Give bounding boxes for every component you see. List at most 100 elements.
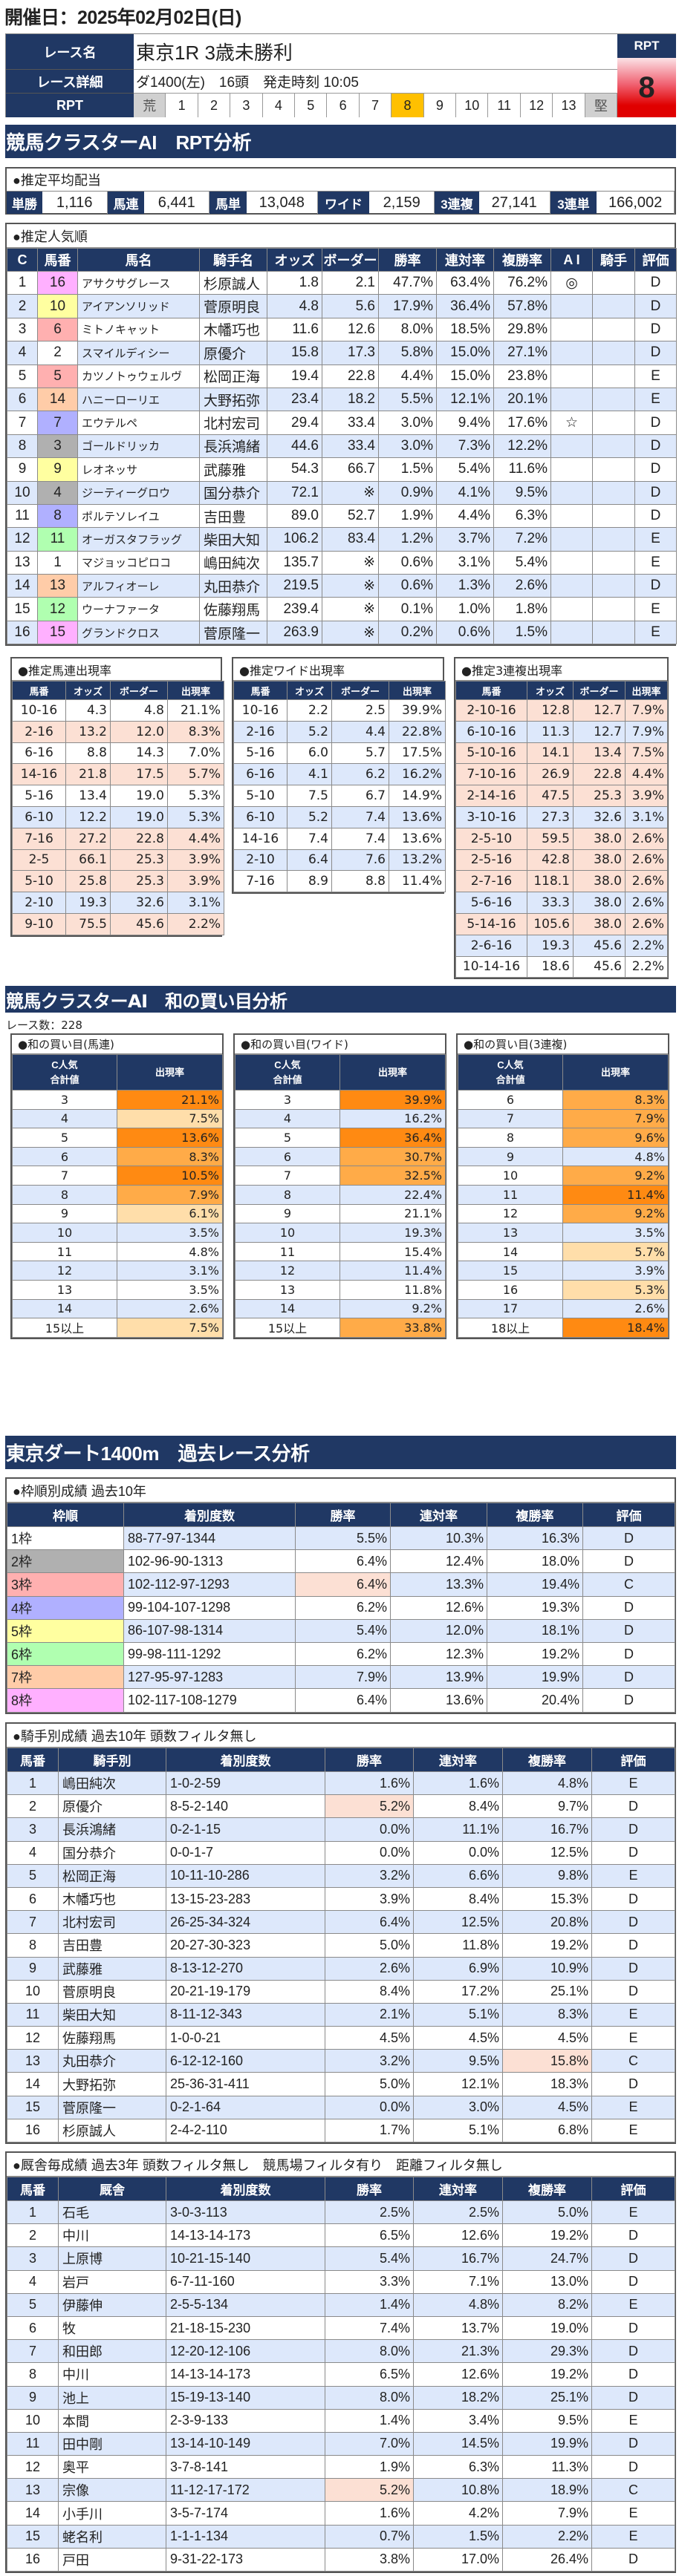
buy-row[interactable]: 14 9.2% — [235, 1298, 446, 1319]
estimate-row[interactable]: 7-16 27.2 22.8 4.4% — [12, 827, 224, 850]
trainer_stats-row[interactable]: 6 牧 21-18-15-230 7.4% 13.7% 19.0% D — [7, 2315, 675, 2341]
buy-row[interactable]: 6 8.3% — [458, 1090, 669, 1110]
jockey_stats-row[interactable]: 8 吉田豊 20-27-30-323 5.0% 11.8% 19.2% D — [7, 1933, 675, 1958]
estimate-row[interactable]: 5-10-16 14.1 13.4 7.5% — [455, 742, 668, 765]
estimate-row[interactable]: 2-7-16 118.1 38.0 2.6% — [455, 870, 668, 893]
buy-row[interactable]: 7 10.5% — [12, 1166, 223, 1186]
horse-row[interactable]: 14 13 アルフィオーレ 丸田恭介 219.5 ※ 0.6% 1.3% 2.6% D — [7, 574, 677, 598]
estimate-row[interactable]: 6-16 4.1 6.2 16.2% — [233, 763, 446, 786]
buy-row[interactable]: 17 2.6% — [458, 1298, 669, 1319]
buy-row[interactable]: 6 8.3% — [12, 1146, 223, 1167]
buy-row[interactable]: 9 4.8% — [458, 1146, 669, 1167]
buy-row[interactable]: 13 3.5% — [12, 1279, 223, 1300]
horse-row[interactable]: 3 6 ミトノキャット 木幡巧也 11.6 12.6 8.0% 18.5% 29.8% D — [7, 317, 677, 342]
estimate-row[interactable]: 14-16 7.4 7.4 13.6% — [233, 827, 446, 850]
jockey_stats-row[interactable]: 2 原優介 8-5-2-140 5.2% 8.4% 9.7% D — [7, 1794, 675, 1819]
estimate-row[interactable]: 10-16 2.2 2.5 39.9% — [233, 699, 446, 722]
frame_stats-row[interactable]: 5枠 86-107-98-1314 5.4% 12.0% 18.1% D — [7, 1618, 675, 1643]
frame_stats-row[interactable]: 7枠 127-95-97-1283 7.9% 13.9% 19.9% D — [7, 1665, 675, 1690]
estimate-row[interactable]: 2-10 6.4 7.6 13.2% — [233, 849, 446, 872]
estimate-row[interactable]: 5-6-16 33.3 38.0 2.6% — [455, 892, 668, 914]
horse-row[interactable]: 13 1 マジョッコピロコ 嶋田純次 135.7 ※ 0.6% 3.1% 5.4% E — [7, 550, 677, 575]
buy-row[interactable]: 4 7.5% — [12, 1108, 223, 1129]
trainer_stats-row[interactable]: 5 伊藤伸 2-5-5-134 1.4% 4.8% 8.2% E — [7, 2292, 675, 2317]
buy-row[interactable]: 15 3.9% — [458, 1261, 669, 1281]
horse-row[interactable]: 5 5 カツノトゥウェルヴ 松岡正海 19.4 22.8 4.4% 15.0% 23.8% E — [7, 364, 677, 388]
estimate-row[interactable]: 2-16 13.2 12.0 8.3% — [12, 720, 224, 743]
estimate-row[interactable]: 5-16 6.0 5.7 17.5% — [233, 742, 446, 765]
jockey_stats-row[interactable]: 15 菅原隆一 0-2-1-64 0.0% 3.0% 4.5% E — [7, 2095, 675, 2119]
horse-row[interactable]: 15 12 ウーナファータ 佐藤翔馬 239.4 ※ 0.1% 1.0% 1.8% E — [7, 597, 677, 621]
buy-row[interactable]: 5 36.4% — [235, 1128, 446, 1148]
buy-row[interactable]: 11 15.4% — [235, 1241, 446, 1262]
buy-row[interactable]: 16 5.3% — [458, 1279, 669, 1300]
buy-row[interactable]: 12 11.4% — [235, 1261, 446, 1281]
estimate-row[interactable]: 2-10-16 12.8 12.7 7.9% — [455, 699, 668, 722]
horse-row[interactable]: 11 8 ポルテソレイユ 吉田豊 89.0 52.7 1.9% 4.4% 6.3% D — [7, 503, 677, 529]
frame_stats-row[interactable]: 1枠 88-77-97-1344 5.5% 10.3% 16.3% D — [7, 1526, 675, 1551]
estimate-row[interactable]: 10-14-16 18.6 45.6 2.2% — [455, 955, 668, 978]
trainer_stats-row[interactable]: 16 戸田 9-31-22-173 3.8% 17.0% 26.4% D — [7, 2547, 675, 2572]
frame_stats-row[interactable]: 3枠 102-112-97-1293 6.4% 13.3% 19.4% C — [7, 1572, 675, 1597]
buy-row[interactable]: 10 3.5% — [12, 1223, 223, 1243]
estimate-row[interactable]: 5-16 13.4 19.0 5.3% — [12, 785, 224, 807]
estimate-row[interactable]: 5-10 25.8 25.3 3.9% — [12, 870, 224, 893]
buy-row[interactable]: 8 22.4% — [235, 1184, 446, 1205]
buy-row[interactable]: 15以上 7.5% — [12, 1318, 223, 1338]
estimate-row[interactable]: 9-10 75.5 45.6 2.2% — [12, 912, 224, 935]
estimate-row[interactable]: 5-10 7.5 6.7 14.9% — [233, 785, 446, 807]
buy-row[interactable]: 13 11.8% — [235, 1279, 446, 1300]
buy-row[interactable]: 7 7.9% — [458, 1108, 669, 1129]
buy-row[interactable]: 10 19.3% — [235, 1223, 446, 1243]
trainer_stats-row[interactable]: 13 宗像 11-12-17-172 5.2% 10.8% 18.9% C — [7, 2478, 675, 2503]
trainer_stats-row[interactable]: 10 本間 2-3-9-133 1.4% 3.4% 9.5% E — [7, 2408, 675, 2433]
estimate-row[interactable]: 6-10-16 11.3 12.7 7.9% — [455, 720, 668, 743]
jockey_stats-row[interactable]: 9 武藤雅 8-13-12-270 2.6% 6.9% 10.9% D — [7, 1956, 675, 1981]
estimate-row[interactable]: 6-10 5.2 7.4 13.6% — [233, 805, 446, 828]
estimate-row[interactable]: 2-14-16 47.5 25.3 3.9% — [455, 785, 668, 807]
trainer_stats-row[interactable]: 15 蛯名利 1-1-1-134 0.7% 1.5% 2.2% E — [7, 2524, 675, 2549]
jockey_stats-row[interactable]: 11 柴田大知 8-11-12-343 2.1% 5.1% 8.3% E — [7, 2002, 675, 2027]
horse-row[interactable]: 9 9 レオネッサ 武藤雅 54.3 66.7 1.5% 5.4% 11.6% D — [7, 457, 677, 482]
jockey_stats-row[interactable]: 10 菅原明良 20-21-19-179 8.4% 17.2% 25.1% D — [7, 1979, 675, 2004]
buy-row[interactable]: 11 4.8% — [12, 1241, 223, 1262]
frame_stats-row[interactable]: 4枠 99-104-107-1298 6.2% 12.6% 19.3% D — [7, 1595, 675, 1620]
buy-row[interactable]: 10 9.2% — [458, 1166, 669, 1186]
trainer_stats-row[interactable]: 4 岩戸 6-7-11-160 3.3% 7.1% 13.0% D — [7, 2269, 675, 2294]
horse-row[interactable]: 8 3 ゴールドリッカ 長浜鴻緒 44.6 33.4 3.0% 7.3% 12.2% D — [7, 434, 677, 459]
estimate-row[interactable]: 2-5-10 59.5 38.0 2.6% — [455, 827, 668, 850]
estimate-row[interactable]: 2-5 66.1 25.3 3.9% — [12, 849, 224, 872]
estimate-row[interactable]: 6-16 8.8 14.3 7.0% — [12, 742, 224, 765]
jockey_stats-row[interactable]: 5 松岡正海 10-11-10-286 3.2% 6.6% 9.8% E — [7, 1863, 675, 1888]
horse-row[interactable]: 4 2 スマイルディシー 原優介 15.8 17.3 5.8% 15.0% 27.1% D — [7, 341, 677, 365]
buy-row[interactable]: 12 3.1% — [12, 1261, 223, 1281]
jockey_stats-row[interactable]: 1 嶋田純次 1-0-2-59 1.6% 1.6% 4.8% E — [7, 1771, 675, 1796]
estimate-row[interactable]: 6-10 12.2 19.0 5.3% — [12, 805, 224, 828]
horse-row[interactable]: 12 11 オーガスタフラッグ 柴田大知 106.2 83.4 1.2% 3.7% 7.2% E — [7, 527, 677, 552]
estimate-row[interactable]: 3-10-16 27.3 32.6 3.1% — [455, 805, 668, 828]
buy-row[interactable]: 8 9.6% — [458, 1128, 669, 1148]
trainer_stats-row[interactable]: 9 池上 15-19-13-140 8.0% 18.2% 25.1% D — [7, 2385, 675, 2410]
estimate-row[interactable]: 2-16 5.2 4.4 22.8% — [233, 720, 446, 743]
trainer_stats-row[interactable]: 1 石毛 3-0-3-113 2.5% 2.5% 5.0% E — [7, 2200, 675, 2225]
frame_stats-row[interactable]: 8枠 102-117-108-1279 6.4% 13.6% 20.4% D — [7, 1688, 675, 1713]
frame_stats-row[interactable]: 6枠 99-98-111-1292 6.2% 12.3% 19.2% D — [7, 1641, 675, 1667]
trainer_stats-row[interactable]: 2 中川 14-13-14-173 6.5% 12.6% 19.2% D — [7, 2223, 675, 2248]
buy-row[interactable]: 12 9.2% — [458, 1203, 669, 1224]
estimate-row[interactable]: 5-14-16 105.6 38.0 2.6% — [455, 912, 668, 935]
trainer_stats-row[interactable]: 12 奥平 3-7-8-141 1.9% 6.3% 11.3% D — [7, 2455, 675, 2479]
jockey_stats-row[interactable]: 3 長浜鴻緒 0-2-1-15 0.0% 11.1% 16.7% D — [7, 1817, 675, 1842]
jockey_stats-row[interactable]: 13 丸田恭介 6-12-12-160 3.2% 9.5% 15.8% C — [7, 2049, 675, 2073]
trainer_stats-row[interactable]: 7 和田郎 12-20-12-106 8.0% 21.3% 29.3% D — [7, 2339, 675, 2364]
horse-row[interactable]: 2 10 アイアンソリッド 菅原明良 4.8 5.6 17.9% 36.4% 57.8% D — [7, 294, 677, 318]
estimate-row[interactable]: 2-6-16 19.3 45.6 2.2% — [455, 934, 668, 957]
buy-row[interactable]: 14 2.6% — [12, 1298, 223, 1319]
buy-row[interactable]: 9 21.1% — [235, 1203, 446, 1224]
buy-row[interactable]: 3 21.1% — [12, 1090, 223, 1110]
buy-row[interactable]: 8 7.9% — [12, 1184, 223, 1205]
horse-row[interactable]: 16 15 グランドクロス 菅原隆一 263.9 ※ 0.2% 0.6% 1.5% E — [7, 620, 677, 645]
estimate-row[interactable]: 2-10 19.3 32.6 3.1% — [12, 892, 224, 914]
jockey_stats-row[interactable]: 16 杉原誠人 2-4-2-110 1.7% 5.1% 6.8% E — [7, 2118, 675, 2143]
horse-row[interactable]: 10 4 ジーティーグロウ 国分恭介 72.1 ※ 0.9% 4.1% 9.5% D — [7, 480, 677, 505]
trainer_stats-row[interactable]: 11 田中剛 13-14-10-149 7.0% 14.5% 19.9% D — [7, 2431, 675, 2456]
